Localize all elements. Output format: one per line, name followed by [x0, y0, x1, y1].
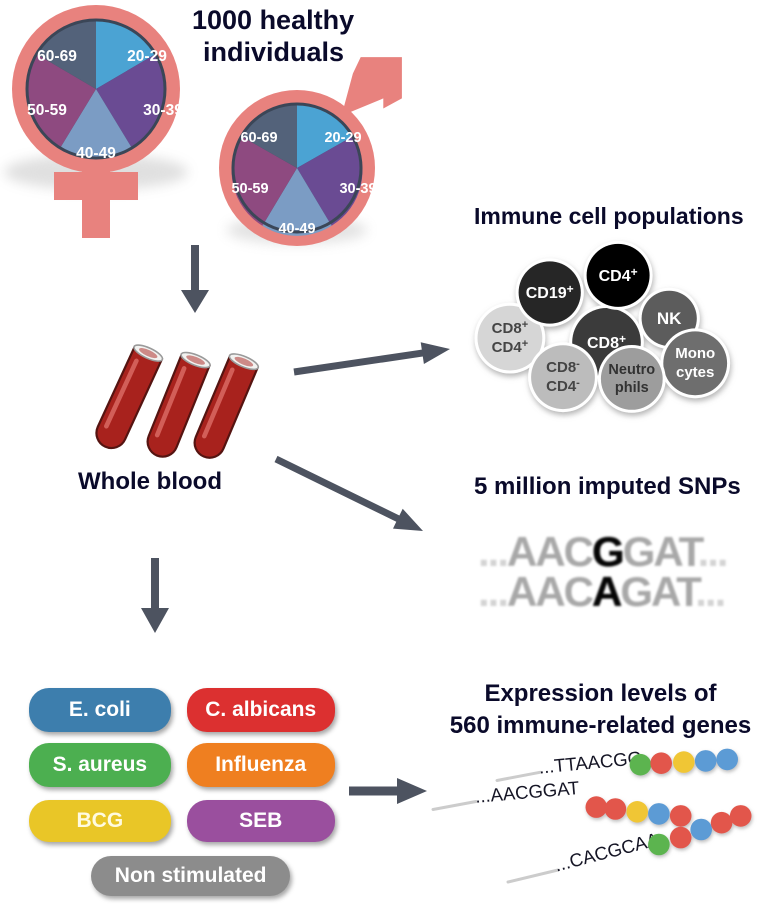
svg-text:CD4-: CD4-	[546, 377, 580, 395]
svg-text:CD8+: CD8+	[492, 319, 528, 337]
svg-text:20-29: 20-29	[127, 48, 167, 65]
svg-text:30-39: 30-39	[339, 181, 376, 197]
svg-text:CD8+: CD8+	[587, 332, 626, 352]
svg-text:...TTAACGG: ...TTAACGG	[538, 747, 643, 778]
svg-text:CD19+: CD19+	[526, 282, 574, 302]
svg-text:50-59: 50-59	[27, 102, 67, 119]
svg-text:20-29: 20-29	[324, 130, 361, 146]
svg-text:30-39: 30-39	[143, 102, 183, 119]
svg-text:50-59: 50-59	[231, 181, 268, 197]
svg-text:phils: phils	[615, 380, 649, 396]
svg-text:60-69: 60-69	[37, 48, 77, 65]
svg-text:60-69: 60-69	[240, 130, 277, 146]
svg-text:CD4+: CD4+	[492, 338, 528, 356]
svg-text:...AACGGAT: ...AACGGAT	[474, 777, 580, 807]
svg-text:...CACGCAA: ...CACGCAA	[552, 828, 661, 875]
svg-text:40-49: 40-49	[76, 145, 116, 162]
svg-text:cytes: cytes	[676, 364, 714, 381]
svg-text:Mono: Mono	[675, 345, 715, 362]
svg-text:NK: NK	[657, 309, 682, 328]
svg-text:40-49: 40-49	[278, 221, 315, 237]
svg-text:CD4+: CD4+	[599, 265, 638, 285]
svg-text:Neutro: Neutro	[608, 362, 655, 378]
svg-text:CD8-: CD8-	[546, 358, 580, 376]
